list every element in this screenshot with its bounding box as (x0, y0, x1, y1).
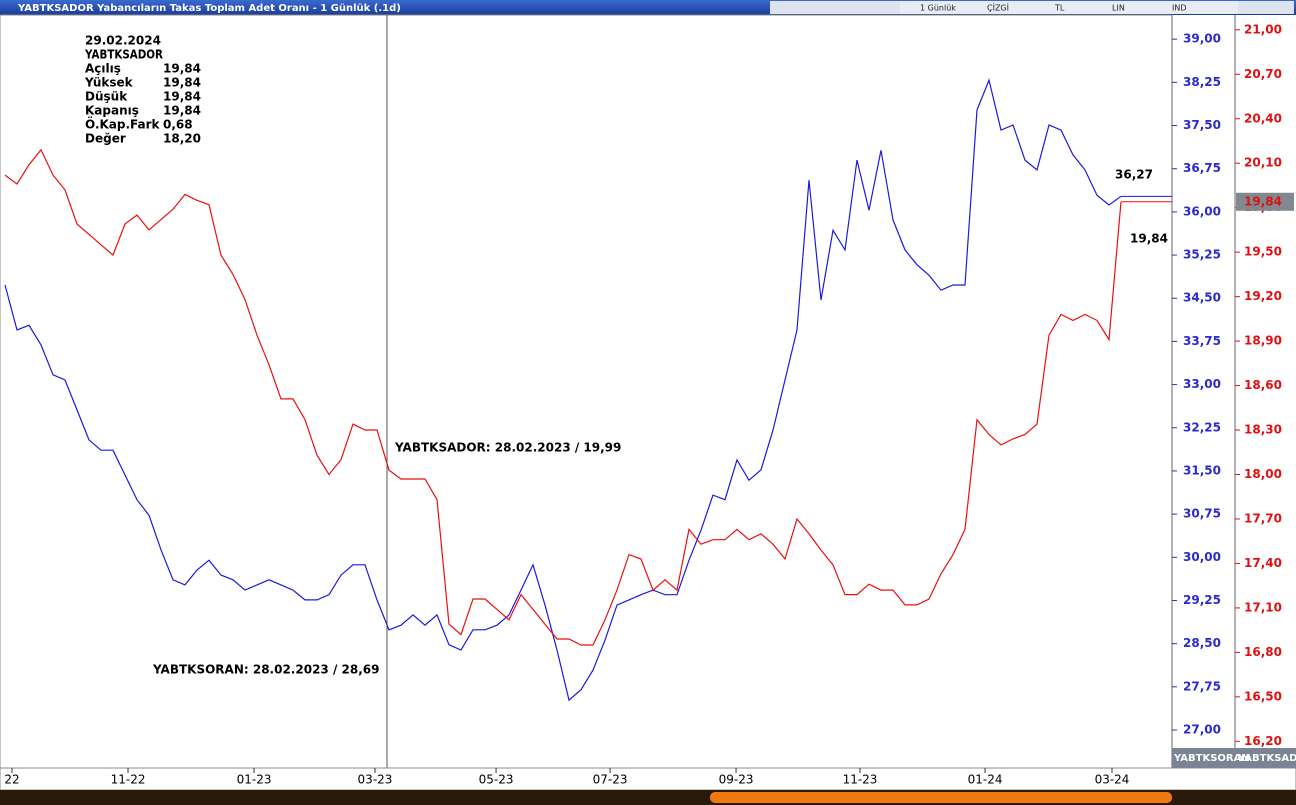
y2-tick-label: 17,10 (1244, 600, 1282, 614)
info-label: Ö.Kap.Fark (85, 117, 161, 132)
y-tick-label: 34,50 (1183, 291, 1221, 305)
y-tick-label: 28,50 (1183, 636, 1221, 650)
info-label: Değer (85, 132, 126, 146)
toolbar (900, 1, 1240, 14)
series-tab-label: YABTKSORAN (1173, 753, 1250, 764)
series-tab-label: YABTKSADOR (1237, 753, 1296, 764)
info-value: 18,20 (163, 132, 201, 146)
y2-tick-label: 17,70 (1244, 511, 1282, 525)
series-line (4, 78, 1122, 702)
y2-tick-label: 21,00 (1244, 22, 1282, 36)
x-tick-label: 01-23 (237, 773, 272, 787)
series-tab[interactable] (1235, 748, 1296, 768)
info-date: 29.02.2024 (85, 34, 161, 48)
scroll-thumb[interactable] (710, 792, 1172, 803)
chart-title: YABTKSADOR Yabancıların Takas Toplam Ade… (17, 3, 401, 14)
y2-tick-label: 20,40 (1244, 111, 1282, 125)
x-tick-label: 11-22 (111, 773, 146, 787)
toolbar-item[interactable]: TL (1054, 4, 1065, 13)
toolbar-item[interactable]: 1 Günlük (920, 4, 956, 13)
y-tick-label: 36,00 (1183, 204, 1221, 218)
x-tick-label: 03-23 (358, 773, 393, 787)
y2-tick-label: 20,10 (1244, 156, 1282, 170)
y-tick-label: 39,00 (1183, 32, 1221, 46)
y-tick-label: 29,25 (1183, 593, 1221, 607)
plot-area (0, 14, 1173, 769)
info-symbol: YABTKSADOR (84, 48, 163, 62)
info-label: Yüksek (84, 76, 134, 90)
info-value: 19,84 (163, 104, 201, 118)
x-tick-label: 01-24 (968, 773, 1003, 787)
last-value-label: 36,27 (1115, 168, 1153, 182)
annotation: YABTKSORAN: 28.02.2023 / 28,69 (152, 663, 379, 677)
x-tick-label: 09-23 (719, 773, 754, 787)
y2-tick-label: 16,20 (1244, 734, 1282, 748)
y-tick-label: 27,75 (1183, 679, 1221, 693)
y2-tick-label: 18,60 (1244, 378, 1282, 392)
info-value: 19,84 (163, 62, 201, 76)
y-tick-label: 38,25 (1183, 75, 1221, 89)
info-table: Açılış 19,84 Yüksek 19,84 Düşük 19,84 Kapanış 1… (84, 62, 201, 146)
y2-tick-label: 19,50 (1244, 245, 1282, 259)
toolbar-icons[interactable] (770, 1, 900, 14)
info-label: Açılış (85, 62, 121, 76)
x-tick-label: 22 (4, 773, 19, 787)
y-tick-label: 35,25 (1183, 248, 1221, 262)
x-tick-label: 11-23 (843, 773, 878, 787)
y-tick-label: 31,50 (1183, 463, 1221, 477)
series-line (4, 148, 1122, 646)
y-tick-label: 30,75 (1183, 507, 1221, 521)
y2-badge-label: 19,84 (1244, 194, 1282, 208)
y2-tick-label: 16,50 (1244, 689, 1282, 703)
window-buttons[interactable] (1238, 1, 1294, 14)
x-tick-label: 05-23 (479, 773, 514, 787)
y-tick-label: 27,00 (1183, 723, 1221, 737)
x-tick-label: 07-23 (593, 773, 628, 787)
y-tick-label: 36,75 (1183, 161, 1221, 175)
y2-tick-label: 17,40 (1244, 556, 1282, 570)
y-tick-label: 30,00 (1183, 550, 1221, 564)
y-tick-label: 32,25 (1183, 420, 1221, 434)
x-tick-label: 03-24 (1095, 773, 1130, 787)
info-label: Düşük (85, 90, 128, 104)
toolbar-item[interactable]: ÇİZGİ (987, 3, 1009, 13)
annotation: YABTKSADOR: 28.02.2023 / 19,99 (394, 441, 621, 455)
info-value: 0,68 (163, 118, 193, 132)
last-value-label: 19,84 (1130, 232, 1168, 246)
toolbar-item[interactable]: IND (1172, 4, 1187, 13)
y2-tick-label: 20,70 (1244, 67, 1282, 81)
series-tab[interactable] (1172, 748, 1235, 768)
info-label: Kapanış (85, 104, 139, 118)
info-value: 19,84 (163, 90, 201, 104)
y-tick-label: 37,50 (1183, 118, 1221, 132)
y2-tick-label: 18,30 (1244, 423, 1282, 437)
y2-tick-label: 18,90 (1244, 334, 1282, 348)
y-tick-label: 33,00 (1183, 377, 1221, 391)
y2-tick-label: 16,80 (1244, 645, 1282, 659)
toolbar-item[interactable]: LIN (1112, 4, 1125, 13)
y2-badge (1236, 192, 1294, 211)
y2-tick-label: 18,00 (1244, 467, 1282, 481)
info-value: 19,84 (163, 76, 201, 90)
y-tick-label: 33,75 (1183, 334, 1221, 348)
y2-tick-label: 19,20 (1244, 289, 1282, 303)
